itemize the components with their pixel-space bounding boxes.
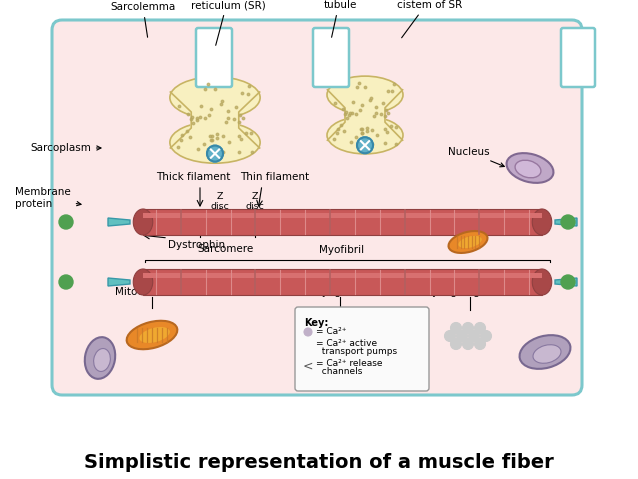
Polygon shape — [108, 278, 130, 286]
Ellipse shape — [532, 209, 552, 235]
Ellipse shape — [507, 153, 553, 183]
FancyBboxPatch shape — [143, 273, 542, 278]
Text: Nucleus: Nucleus — [449, 147, 504, 167]
Text: Glycogen granules: Glycogen granules — [421, 287, 519, 297]
Ellipse shape — [85, 337, 115, 379]
Text: Sarcolemma: Sarcolemma — [110, 2, 175, 37]
Text: = Ca²⁺ active: = Ca²⁺ active — [316, 340, 377, 349]
FancyBboxPatch shape — [52, 20, 582, 395]
Circle shape — [480, 331, 491, 342]
Polygon shape — [108, 218, 130, 226]
Ellipse shape — [532, 269, 552, 295]
Circle shape — [463, 339, 473, 350]
Circle shape — [357, 137, 373, 153]
Ellipse shape — [533, 345, 561, 363]
Circle shape — [475, 339, 486, 350]
Text: Sarcoplasm: Sarcoplasm — [30, 143, 101, 153]
Ellipse shape — [338, 334, 346, 345]
Ellipse shape — [133, 209, 152, 235]
FancyBboxPatch shape — [143, 209, 542, 235]
Circle shape — [59, 215, 73, 229]
FancyBboxPatch shape — [196, 28, 232, 87]
Ellipse shape — [140, 327, 170, 343]
Circle shape — [561, 215, 575, 229]
FancyBboxPatch shape — [143, 269, 542, 295]
Text: channels: channels — [316, 367, 362, 376]
Ellipse shape — [127, 321, 177, 349]
Text: Sarcoplasmic
reticulum (SR): Sarcoplasmic reticulum (SR) — [191, 0, 265, 46]
Circle shape — [59, 275, 73, 289]
Polygon shape — [555, 218, 577, 226]
Ellipse shape — [449, 231, 487, 253]
Ellipse shape — [515, 160, 541, 178]
Text: Thin filament: Thin filament — [241, 172, 309, 182]
Text: Myoglobin: Myoglobin — [313, 287, 367, 297]
Ellipse shape — [332, 330, 348, 352]
Circle shape — [468, 331, 480, 342]
Text: = Ca²⁺ release: = Ca²⁺ release — [316, 360, 383, 368]
Circle shape — [457, 331, 468, 342]
Circle shape — [450, 339, 461, 350]
Text: Thick filament: Thick filament — [156, 172, 230, 182]
Text: Mitochondrion: Mitochondrion — [115, 287, 189, 297]
Circle shape — [475, 322, 486, 333]
Ellipse shape — [458, 236, 482, 248]
Ellipse shape — [327, 116, 403, 154]
Ellipse shape — [133, 269, 152, 295]
Circle shape — [463, 322, 473, 333]
FancyBboxPatch shape — [561, 28, 595, 87]
Text: Terminal
cistem of SR: Terminal cistem of SR — [397, 0, 463, 38]
FancyBboxPatch shape — [295, 307, 429, 391]
FancyBboxPatch shape — [344, 103, 386, 127]
Text: Dystrophin: Dystrophin — [168, 240, 225, 250]
Text: Z
disc: Z disc — [211, 192, 230, 211]
Text: Myofibril: Myofibril — [320, 245, 364, 255]
Text: Membrane
protein: Membrane protein — [15, 187, 81, 209]
Circle shape — [450, 322, 461, 333]
Circle shape — [561, 275, 575, 289]
Circle shape — [304, 328, 312, 336]
FancyBboxPatch shape — [190, 107, 240, 133]
Text: Z
disc: Z disc — [246, 192, 264, 211]
Text: = Ca²⁺: = Ca²⁺ — [316, 328, 346, 337]
Ellipse shape — [94, 349, 110, 371]
FancyBboxPatch shape — [313, 28, 349, 87]
Text: transport pumps: transport pumps — [316, 347, 397, 356]
Circle shape — [207, 146, 223, 161]
FancyBboxPatch shape — [143, 213, 542, 218]
Polygon shape — [555, 278, 577, 286]
Text: Sarcomere: Sarcomere — [197, 244, 253, 254]
Ellipse shape — [170, 122, 260, 163]
Text: <: < — [303, 360, 313, 373]
Ellipse shape — [327, 76, 403, 114]
Ellipse shape — [519, 335, 570, 369]
Circle shape — [303, 341, 313, 351]
Ellipse shape — [170, 77, 260, 118]
Text: Key:: Key: — [304, 318, 329, 328]
Text: Simplistic representation of a muscle fiber: Simplistic representation of a muscle fi… — [84, 453, 554, 471]
Text: Transverse
tubule: Transverse tubule — [312, 0, 368, 37]
Circle shape — [445, 331, 456, 342]
